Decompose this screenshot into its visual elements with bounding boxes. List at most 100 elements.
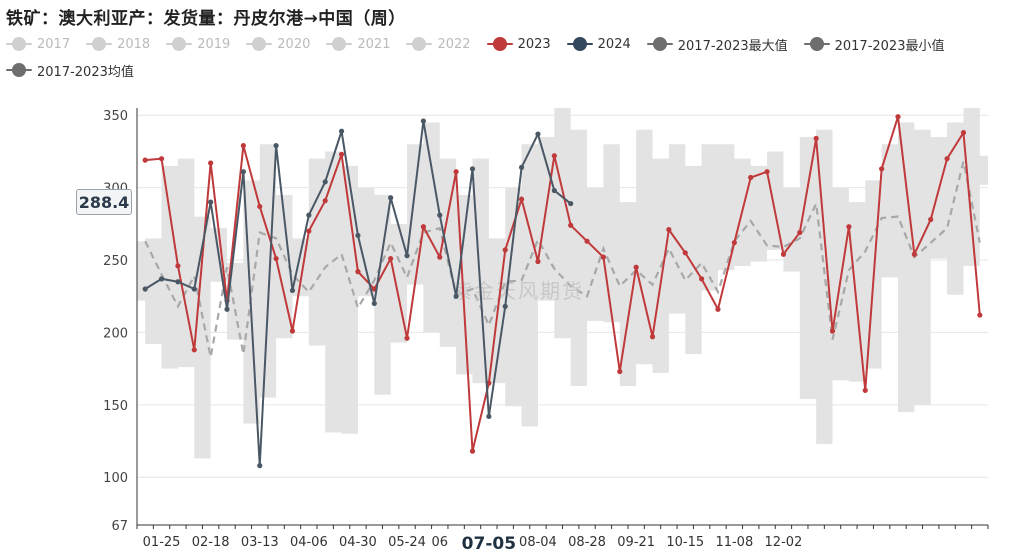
series-2024-point xyxy=(289,287,296,294)
series-2023-point xyxy=(535,258,541,265)
y-tick-label: 350 xyxy=(103,109,128,124)
series-2023-point xyxy=(879,166,885,172)
legend-item-9[interactable]: 2017-2023最小值 xyxy=(803,34,945,54)
series-2023-point xyxy=(633,264,639,270)
y-tick-label: 67 xyxy=(111,519,128,534)
x-tick-label: 08-28 xyxy=(568,535,606,550)
series-2023-point xyxy=(911,251,917,257)
x-tick-label: 01-25 xyxy=(143,535,181,550)
series-2024-point xyxy=(240,169,246,175)
legend-swatch-icon xyxy=(86,37,113,51)
series-2023-point xyxy=(895,114,901,120)
legend-item-6[interactable]: 2023 xyxy=(486,34,551,54)
series-2023-point xyxy=(240,143,246,149)
chart-title: 铁矿：澳大利亚产：发货量：丹皮尔港→中国（周） xyxy=(6,9,406,29)
series-2023-point xyxy=(469,448,476,454)
legend-swatch-icon xyxy=(566,37,593,51)
y-tick-label: 150 xyxy=(103,399,128,414)
legend-item-5[interactable]: 2022 xyxy=(406,34,471,54)
series-2024-point xyxy=(322,179,328,185)
series-2024-point xyxy=(404,253,410,259)
legend-swatch-icon xyxy=(803,37,830,51)
series-2023-point xyxy=(518,196,525,202)
series-2023-point xyxy=(862,387,868,393)
series-2023-point xyxy=(568,222,574,228)
series-2023-point xyxy=(306,228,312,234)
legend-swatch-icon xyxy=(406,37,433,51)
series-2017-2023-range-band xyxy=(137,108,988,459)
legend-item-2[interactable]: 2019 xyxy=(166,34,230,54)
x-tick-label: 08-04 xyxy=(519,535,557,550)
series-2023-point xyxy=(502,247,508,253)
series-2023-point xyxy=(600,254,607,260)
legend-item-8[interactable]: 2017-2023最大值 xyxy=(646,34,788,54)
legend-label: 2019 xyxy=(197,36,231,52)
series-2023-point xyxy=(846,224,852,230)
series-2024-point xyxy=(224,306,230,312)
series-2023-point xyxy=(977,312,983,318)
x-tick-label: 12-02 xyxy=(765,535,803,550)
legend-item-3[interactable]: 2020 xyxy=(246,34,310,54)
series-2023-line xyxy=(145,116,981,452)
series-2024-point xyxy=(257,463,263,469)
legend-label: 2024 xyxy=(597,36,631,52)
legend-item-4[interactable]: 2021 xyxy=(326,34,390,54)
series-2023-point xyxy=(617,368,623,375)
axis-pointer-value: 288.4 xyxy=(76,189,132,215)
legend-item-7[interactable]: 2024 xyxy=(566,34,631,54)
series-2023-point xyxy=(322,198,328,204)
legend-label: 2017 xyxy=(37,36,71,52)
legend-swatch-icon xyxy=(246,37,273,51)
series-2023-point xyxy=(175,263,181,269)
series-2024-point xyxy=(551,187,557,194)
x-tick-label: 11-08 xyxy=(715,535,753,550)
series-2023-point xyxy=(682,250,688,256)
series-2024-point xyxy=(535,131,541,137)
series-2024-point xyxy=(142,286,148,292)
legend-label: 2022 xyxy=(437,36,471,52)
series-2023-point xyxy=(158,156,165,162)
series-2023-point xyxy=(208,160,214,166)
series-2023-point xyxy=(551,153,557,159)
series-2023-point xyxy=(813,135,819,142)
series-2023-point xyxy=(388,255,394,262)
series-2023-point xyxy=(289,328,296,334)
x-tick-label: 07-05 xyxy=(462,534,516,554)
x-tick-label: 10-15 xyxy=(666,535,704,550)
series-2024-point xyxy=(371,300,377,307)
x-tick-label: 06 xyxy=(431,535,448,550)
series-2024-point xyxy=(568,200,574,207)
series-2023-point xyxy=(338,151,345,157)
legend-item-1[interactable]: 2018 xyxy=(86,34,150,54)
series-2023-point xyxy=(191,347,197,353)
legend-swatch-icon xyxy=(646,37,673,51)
chart-legend: 2017 2018 2019 2020 2021 2022 2023 2024 2017-202… xyxy=(6,34,1021,80)
series-2017-2023-avg-line xyxy=(144,161,981,358)
x-tick-label: 04-06 xyxy=(290,535,328,550)
series-2023-point xyxy=(944,156,950,162)
series-2024-point xyxy=(175,279,181,285)
series-2023-point xyxy=(960,130,967,136)
legend-item-0[interactable]: 2017 xyxy=(6,34,70,54)
series-2023-point xyxy=(829,328,836,334)
series-2023-point xyxy=(928,216,934,223)
y-tick-label: 200 xyxy=(103,326,128,341)
legend-item-10[interactable]: 2017-2023均值 xyxy=(6,60,134,80)
legend-label: 2017-2023最小值 xyxy=(834,38,945,54)
legend-label: 2018 xyxy=(117,36,151,52)
legend-label: 2021 xyxy=(357,36,391,52)
series-2023-point xyxy=(355,269,361,275)
series-2023-point xyxy=(666,227,672,233)
legend-label: 2023 xyxy=(517,36,551,52)
series-2023-point xyxy=(257,203,263,210)
series-2024-point xyxy=(208,199,214,205)
series-2024-point xyxy=(518,164,525,170)
series-2024-point xyxy=(191,286,197,292)
legend-swatch-icon xyxy=(166,37,193,51)
x-tick-label: 03-13 xyxy=(241,535,279,550)
series-2023-point xyxy=(437,254,443,260)
series-2024-point xyxy=(486,413,492,420)
series-2024-point xyxy=(355,232,361,239)
series-2024-point xyxy=(453,293,459,299)
